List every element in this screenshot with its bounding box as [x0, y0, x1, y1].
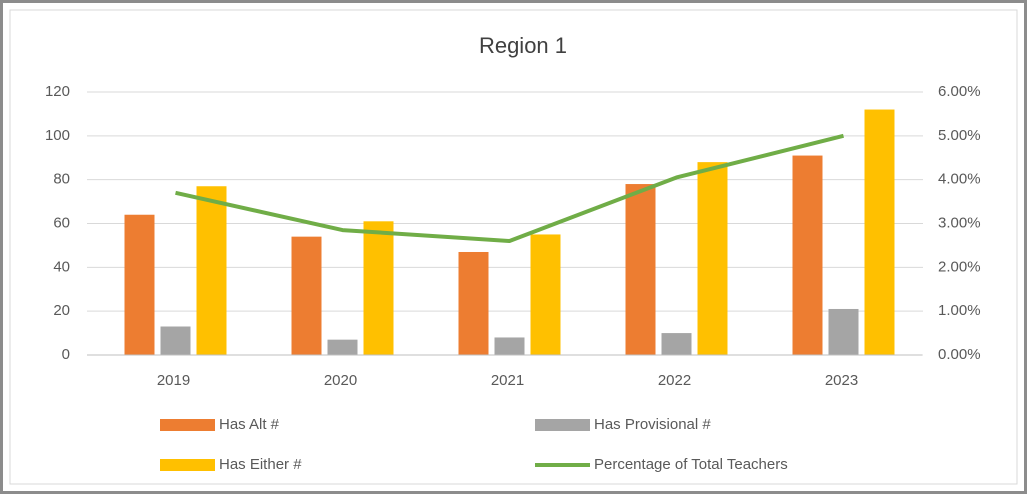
y2-tick-label: 2.00% [938, 258, 981, 275]
y2-tick-label: 3.00% [938, 214, 981, 231]
y-tick-label: 120 [45, 83, 70, 100]
legend-label: Has Provisional # [594, 416, 711, 433]
bar [363, 221, 394, 355]
bar [124, 214, 155, 355]
legend-label: Percentage of Total Teachers [594, 456, 788, 473]
y-tick-label: 0 [62, 346, 70, 363]
y-tick-label: 100 [45, 127, 70, 144]
bar [160, 326, 191, 355]
x-tick-label: 2020 [324, 372, 357, 389]
y-tick-label: 20 [53, 302, 70, 319]
x-tick-label: 2019 [157, 372, 190, 389]
x-tick-label: 2022 [658, 372, 691, 389]
chart-title: Region 1 [479, 33, 567, 58]
bar [458, 251, 489, 355]
chart-area [9, 9, 1018, 485]
y2-tick-label: 1.00% [938, 302, 981, 319]
legend-swatch [535, 419, 590, 431]
bar [530, 234, 561, 355]
bar [697, 162, 728, 355]
bar [792, 155, 823, 355]
y2-tick-label: 6.00% [938, 83, 981, 100]
bar [291, 236, 322, 355]
y2-tick-label: 5.00% [938, 127, 981, 144]
y-tick-label: 40 [53, 258, 70, 275]
bar [494, 337, 525, 355]
x-tick-label: 2023 [825, 372, 858, 389]
bar [828, 308, 859, 355]
line [175, 133, 844, 244]
y2-tick-label: 4.00% [938, 171, 981, 188]
legend-swatch [160, 459, 215, 471]
bar [196, 186, 227, 355]
bar [327, 339, 358, 355]
x-tick-label: 2021 [491, 372, 524, 389]
legend-label: Has Either # [219, 456, 302, 473]
y-tick-label: 80 [53, 171, 70, 188]
legend-label: Has Alt # [219, 416, 280, 433]
bar [864, 109, 895, 356]
y2-tick-label: 0.00% [938, 346, 981, 363]
y-tick-label: 60 [53, 214, 70, 231]
bar [661, 333, 692, 355]
bar [625, 184, 656, 355]
legend-swatch [160, 419, 215, 431]
